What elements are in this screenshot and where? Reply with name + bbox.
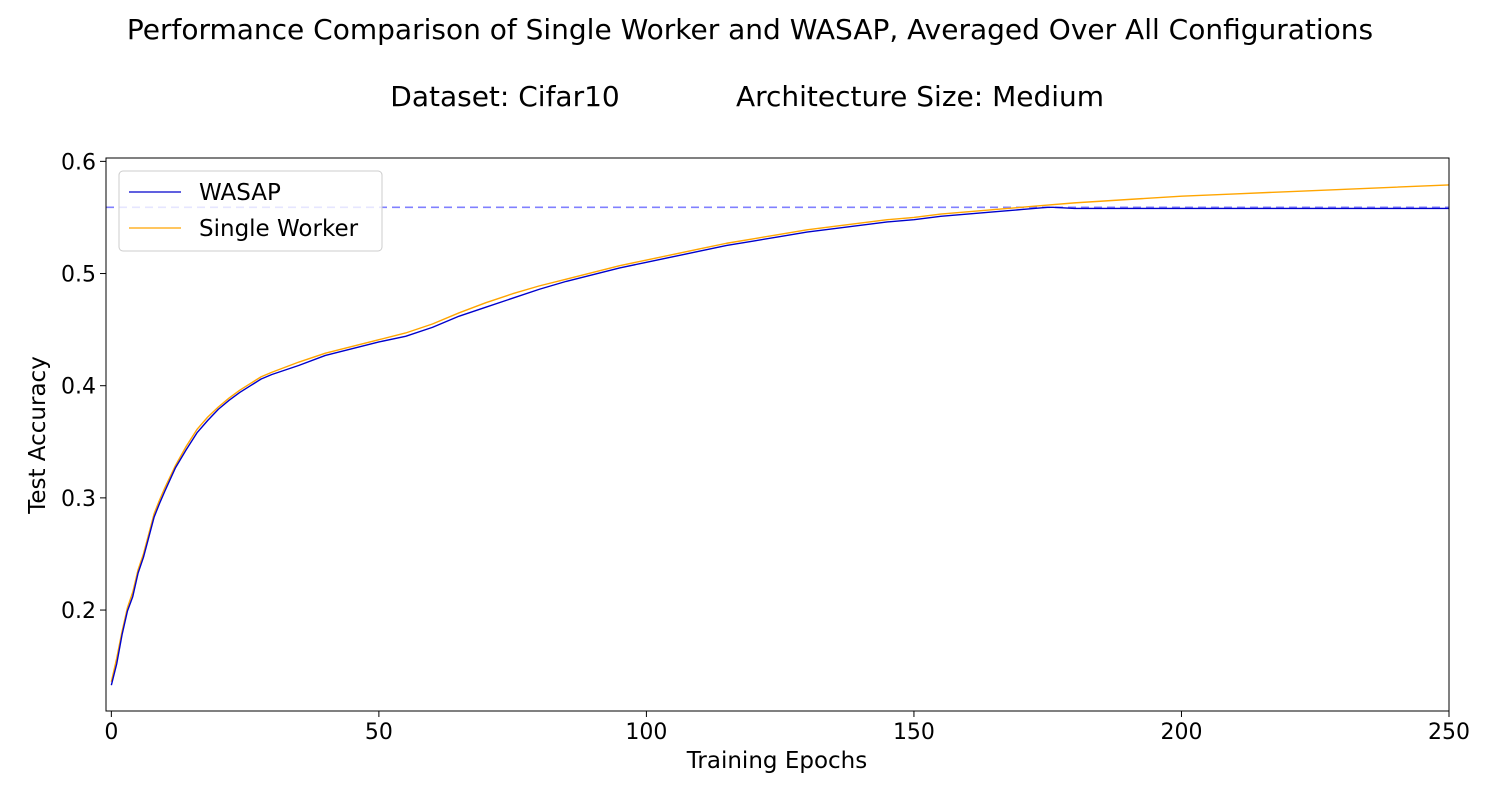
x-tick-label: 50 — [365, 720, 393, 745]
chart-subtitle-dataset: Dataset: Cifar10 — [390, 80, 619, 113]
x-tick-label: 150 — [893, 720, 935, 745]
plot-frame — [105, 157, 1450, 712]
x-tick-label: 200 — [1160, 720, 1202, 745]
y-axis: 0.2 0.3 0.4 0.5 0.6 — [61, 150, 106, 624]
y-axis-label: Test Accuracy — [25, 356, 51, 515]
x-axis-label: Training Epochs — [686, 748, 867, 774]
legend-label-wasap: WASAP — [199, 180, 281, 206]
y-tick-label: 0.6 — [61, 150, 96, 175]
legend: WASAP Single Worker — [118, 170, 383, 252]
x-tick-label: 0 — [104, 720, 118, 745]
y-tick-label: 0.3 — [61, 487, 96, 512]
chart-subtitle-architecture: Architecture Size: Medium — [736, 80, 1104, 113]
y-tick-label: 0.4 — [61, 375, 96, 400]
y-tick-label: 0.2 — [61, 599, 96, 624]
plot-area — [106, 184, 1449, 686]
series-line-single-worker — [110, 184, 1449, 682]
series-line-wasap — [110, 206, 1449, 686]
legend-box — [118, 170, 383, 252]
y-tick-label: 0.5 — [61, 263, 96, 288]
legend-label-single-worker: Single Worker — [199, 216, 359, 242]
x-tick-label: 100 — [625, 720, 667, 745]
x-tick-label: 250 — [1428, 720, 1470, 745]
chart-title: Performance Comparison of Single Worker … — [127, 13, 1373, 46]
x-axis: 0 50 100 150 200 250 — [104, 711, 1470, 745]
